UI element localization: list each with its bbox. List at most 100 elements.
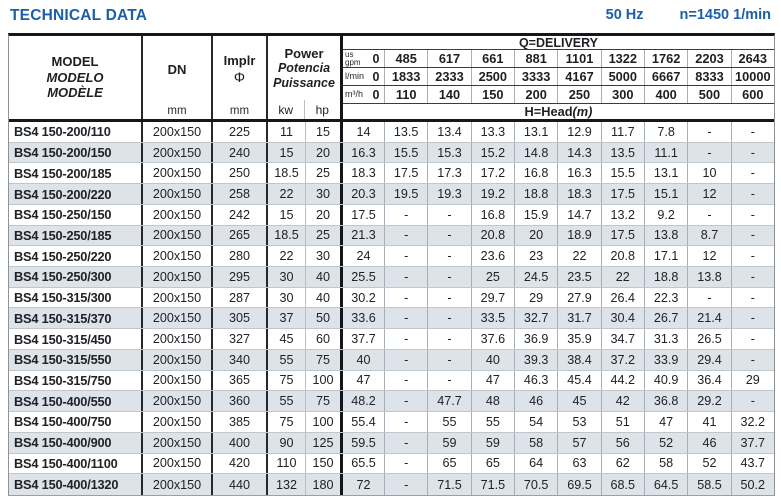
delivery-header-value: 5000 (602, 68, 645, 85)
impeller-cell: 420 (213, 453, 268, 474)
head-value-cell: - (750, 187, 755, 202)
kw-cell: 18.5 (268, 163, 306, 184)
table-row: BS4 150-400/550 200x150 360 55 75 48.2-47.7 48… (9, 391, 774, 413)
head-value-cell: 68.5 (602, 474, 645, 495)
kw-cell: 22 (268, 184, 306, 204)
dn-cell: 200x150 (143, 287, 213, 308)
head-value-cell: 23 (515, 246, 559, 267)
head-value-cell: 54 (515, 412, 559, 432)
head-value-cell: 24.5 (515, 267, 559, 287)
hp-cell: 100 (306, 370, 343, 391)
head-value-cell: 16.3 (343, 142, 385, 163)
delivery-header-value: 6667 (645, 68, 689, 85)
delivery-header-value: 140 (428, 86, 472, 103)
model-cell: BS4 150-200/150 (9, 142, 143, 163)
head-value-cell: 17.1 (645, 246, 689, 267)
table-row: BS4 150-250/185 200x150 265 18.5 25 21.3- -20.… (9, 225, 774, 247)
head-value-cell: 40 (343, 349, 385, 370)
head-value-cell: 71.5 (472, 474, 515, 495)
head-value-cell: 39.3 (515, 349, 559, 370)
head-value-cell: 52 (645, 432, 689, 453)
frequency-label: 50 Hz (605, 7, 644, 23)
head-value-cell: 62 (602, 453, 645, 474)
head-value-cell: 17.5 (385, 163, 429, 184)
head-value-cell: 31.3 (645, 329, 689, 349)
head-value-cell: 46 (515, 391, 559, 412)
head-value-cell: 38.4 (558, 349, 602, 370)
head-value-cell: 14.7 (558, 204, 602, 225)
model-label-fr: MODÈLE (47, 85, 103, 101)
impeller-cell: 400 (213, 432, 268, 453)
head-value-cell: - (750, 145, 755, 160)
delivery-row-m3h: m³/h 0 110 140 150 200 250 300 400 500 600 (343, 86, 774, 104)
model-cell: BS4 150-200/185 (9, 163, 143, 184)
head-value-cell: - (428, 349, 472, 370)
impeller-cell: 360 (213, 391, 268, 412)
model-cell: BS4 150-250/220 (9, 246, 143, 267)
pump-data-table: MODEL MODELO MODÈLE DN mm Implr Φ mm P (8, 33, 775, 496)
head-value-cell: - (385, 453, 429, 474)
head-value-cell: 26.7 (645, 308, 689, 329)
head-value-cell: 58.5 (688, 474, 732, 495)
kw-cell: 110 (268, 453, 306, 474)
impeller-cell: 305 (213, 308, 268, 329)
head-value-cell: 32.2 (740, 414, 766, 429)
kw-cell: 11 (268, 122, 306, 142)
delivery-row-lmin: l/min 0 1833 2333 2500 3333 4167 5000 6667 8333… (343, 68, 774, 86)
head-value-cell: 22 (602, 267, 645, 287)
delivery-header-value: 881 (515, 50, 559, 67)
table-row: BS4 150-250/300 200x150 295 30 40 25.5- -25 24.… (9, 267, 774, 288)
head-value-cell: - (385, 267, 429, 287)
dn-cell: 200x150 (143, 412, 213, 432)
head-value-cell: - (385, 412, 429, 432)
head-value-cell: - (750, 311, 755, 326)
model-cell: BS4 150-200/110 (9, 122, 143, 142)
head-value-cell: 43.7 (740, 456, 766, 471)
impeller-cell: 258 (213, 184, 268, 204)
kw-cell: 15 (268, 142, 306, 163)
head-value-cell: 7.8 (645, 122, 689, 142)
kw-cell: 90 (268, 432, 306, 453)
head-value-cell: 18.8 (515, 184, 559, 204)
usgpm-zero: 0 (372, 51, 380, 66)
head-value-cell: 16.8 (515, 163, 559, 184)
head-value-cell: 14.8 (515, 142, 559, 163)
model-cell: BS4 150-250/300 (9, 267, 143, 287)
head-value-cell: 48 (472, 391, 515, 412)
head-value-cell: 23.5 (558, 267, 602, 287)
dn-cell: 200x150 (143, 267, 213, 287)
head-value-cell: - (428, 267, 472, 287)
head-value-cell: - (385, 246, 429, 267)
impeller-cell: 240 (213, 142, 268, 163)
model-label-en: MODEL (51, 54, 99, 70)
dn-cell: 200x150 (143, 184, 213, 204)
head-value-cell: 29.2 (688, 391, 732, 412)
head-value-cell: 33.9 (645, 349, 689, 370)
table-row: BS4 150-200/110 200x150 225 11 15 14 13.5 13.4 1… (9, 122, 774, 143)
dn-cell: 200x150 (143, 329, 213, 349)
hp-cell: 180 (306, 474, 343, 495)
head-value-cell: - (385, 287, 429, 308)
usgpm-unit-top: us (345, 50, 354, 59)
head-value-cell: 58 (515, 432, 559, 453)
impeller-cell: 265 (213, 225, 268, 246)
head-value-cell: 25.5 (343, 267, 385, 287)
delivery-header-value: 2500 (472, 68, 515, 85)
head-value-cell: 18.9 (558, 225, 602, 246)
dn-cell: 200x150 (143, 474, 213, 495)
lmin-unit: l/min (345, 71, 365, 81)
table-row: BS4 150-200/185 200x150 250 18.5 25 18.3 17.5 1… (9, 163, 774, 185)
model-cell: BS4 150-400/1320 (9, 474, 143, 495)
delivery-header-value: 150 (472, 86, 515, 103)
kw-cell: 55 (268, 349, 306, 370)
head-value-cell: 47 (343, 370, 385, 391)
delivery-header-value: 250 (558, 86, 602, 103)
head-value-cell: 55 (428, 412, 472, 432)
m3h-unit: m³/h (345, 89, 363, 99)
head-value-cell: 34.7 (602, 329, 645, 349)
head-value-cell: - (428, 204, 472, 225)
dn-cell: 200x150 (143, 432, 213, 453)
head-value-cell: 35.9 (558, 329, 602, 349)
dn-cell: 200x150 (143, 308, 213, 329)
